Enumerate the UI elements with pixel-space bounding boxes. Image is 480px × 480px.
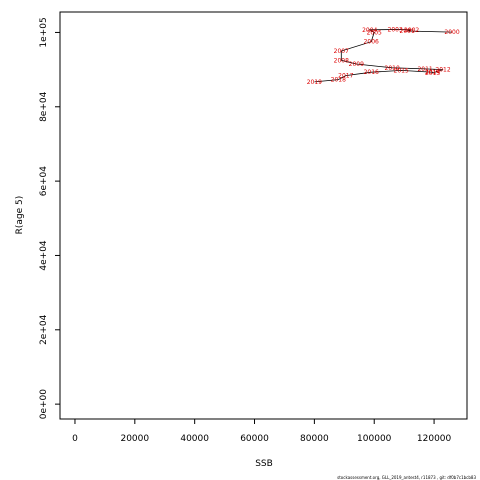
series-line <box>314 29 453 83</box>
x-tick-label: 120000 <box>417 434 452 444</box>
point-label-2007: 2007 <box>334 48 349 55</box>
y-axis: 0e+00 2e+04 4e+04 6e+04 8e+04 1e+05 <box>39 17 60 419</box>
point-label-2000: 2000 <box>444 29 459 36</box>
x-axis: 0 20000 40000 60000 80000 100000 120000 <box>72 419 452 444</box>
point-label-2005: 2005 <box>367 29 382 36</box>
plot-frame <box>59 11 468 420</box>
point-label-2013: 2013 <box>425 70 440 77</box>
point-label-2011: 2011 <box>417 66 432 73</box>
x-tick-label: 20000 <box>120 434 149 444</box>
point-label-2016: 2016 <box>364 69 379 76</box>
x-axis-label: SSB <box>255 459 273 469</box>
x-tick-label: 40000 <box>180 434 209 444</box>
y-tick-label: 4e+04 <box>39 240 49 271</box>
point-label-2019: 2019 <box>307 79 322 86</box>
point-labels: 2000200120022003200420052006200720082009… <box>307 26 460 85</box>
point-label-2012: 2012 <box>435 67 450 74</box>
y-tick-label: 1e+05 <box>39 17 49 47</box>
y-tick-label: 2e+04 <box>39 314 49 345</box>
x-tick-label: 60000 <box>240 434 269 444</box>
point-label-2015: 2015 <box>394 67 409 74</box>
x-tick-label: 100000 <box>357 434 392 444</box>
point-label-2009: 2009 <box>349 61 364 68</box>
point-label-2003: 2003 <box>388 26 403 33</box>
point-label-2001: 2001 <box>400 28 415 35</box>
point-label-2002: 2002 <box>404 27 419 34</box>
y-tick-label: 8e+04 <box>39 91 49 122</box>
footer-note: stockassessment.org, GLL_2019_antest4, r… <box>337 475 476 480</box>
recruitment-line <box>314 29 453 83</box>
point-label-2014: 2014 <box>425 69 440 76</box>
y-axis-label: R(age 5) <box>15 196 25 235</box>
x-tick-label: 0 <box>72 434 78 444</box>
point-label-2018: 2018 <box>331 77 346 84</box>
point-label-2010: 2010 <box>385 65 400 72</box>
y-tick-label: 6e+04 <box>39 166 49 197</box>
x-tick-label: 80000 <box>300 434 329 444</box>
point-label-2004: 2004 <box>362 27 377 34</box>
point-label-2017: 2017 <box>338 73 353 80</box>
point-label-2006: 2006 <box>364 39 379 46</box>
point-label-2008: 2008 <box>334 57 349 64</box>
y-tick-label: 0e+00 <box>39 389 49 420</box>
